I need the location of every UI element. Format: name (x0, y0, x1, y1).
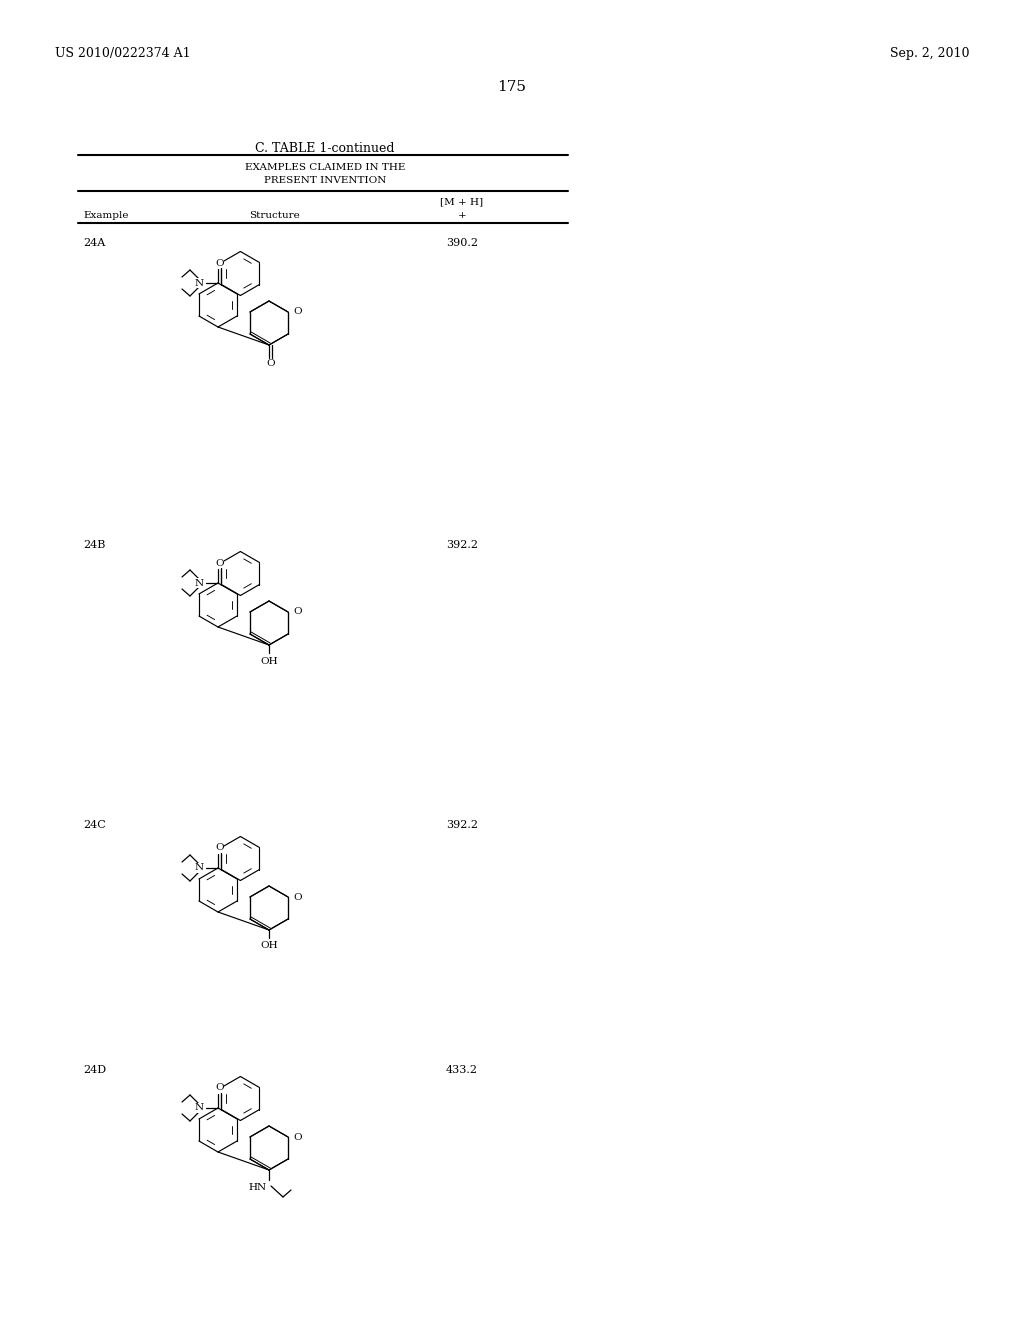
Text: O: O (215, 558, 223, 568)
Text: Structure: Structure (250, 211, 300, 220)
Text: 390.2: 390.2 (446, 238, 478, 248)
Text: +: + (458, 211, 466, 220)
Text: PRESENT INVENTION: PRESENT INVENTION (264, 176, 386, 185)
Text: O: O (215, 259, 223, 268)
Text: 392.2: 392.2 (446, 820, 478, 830)
Text: HN: HN (249, 1183, 267, 1192)
Text: N: N (195, 279, 204, 288)
Text: O: O (293, 892, 302, 902)
Text: 24B: 24B (83, 540, 105, 550)
Text: 24D: 24D (83, 1065, 106, 1074)
Text: O: O (293, 607, 302, 616)
Text: 24A: 24A (83, 238, 105, 248)
Text: US 2010/0222374 A1: US 2010/0222374 A1 (55, 48, 190, 59)
Text: N: N (195, 1104, 204, 1113)
Text: O: O (293, 308, 302, 317)
Text: EXAMPLES CLAIMED IN THE: EXAMPLES CLAIMED IN THE (245, 162, 406, 172)
Text: N: N (195, 863, 204, 873)
Text: O: O (215, 1084, 223, 1093)
Text: 392.2: 392.2 (446, 540, 478, 550)
Text: [M + H]: [M + H] (440, 197, 483, 206)
Text: O: O (215, 843, 223, 853)
Text: O: O (293, 1133, 302, 1142)
Text: C. TABLE 1-continued: C. TABLE 1-continued (255, 143, 394, 154)
Text: 175: 175 (498, 81, 526, 94)
Text: 24C: 24C (83, 820, 105, 830)
Text: OH: OH (260, 656, 278, 665)
Text: Sep. 2, 2010: Sep. 2, 2010 (891, 48, 970, 59)
Text: 433.2: 433.2 (446, 1065, 478, 1074)
Text: OH: OH (260, 941, 278, 950)
Text: O: O (266, 359, 274, 368)
Text: N: N (195, 578, 204, 587)
Text: Example: Example (83, 211, 128, 220)
